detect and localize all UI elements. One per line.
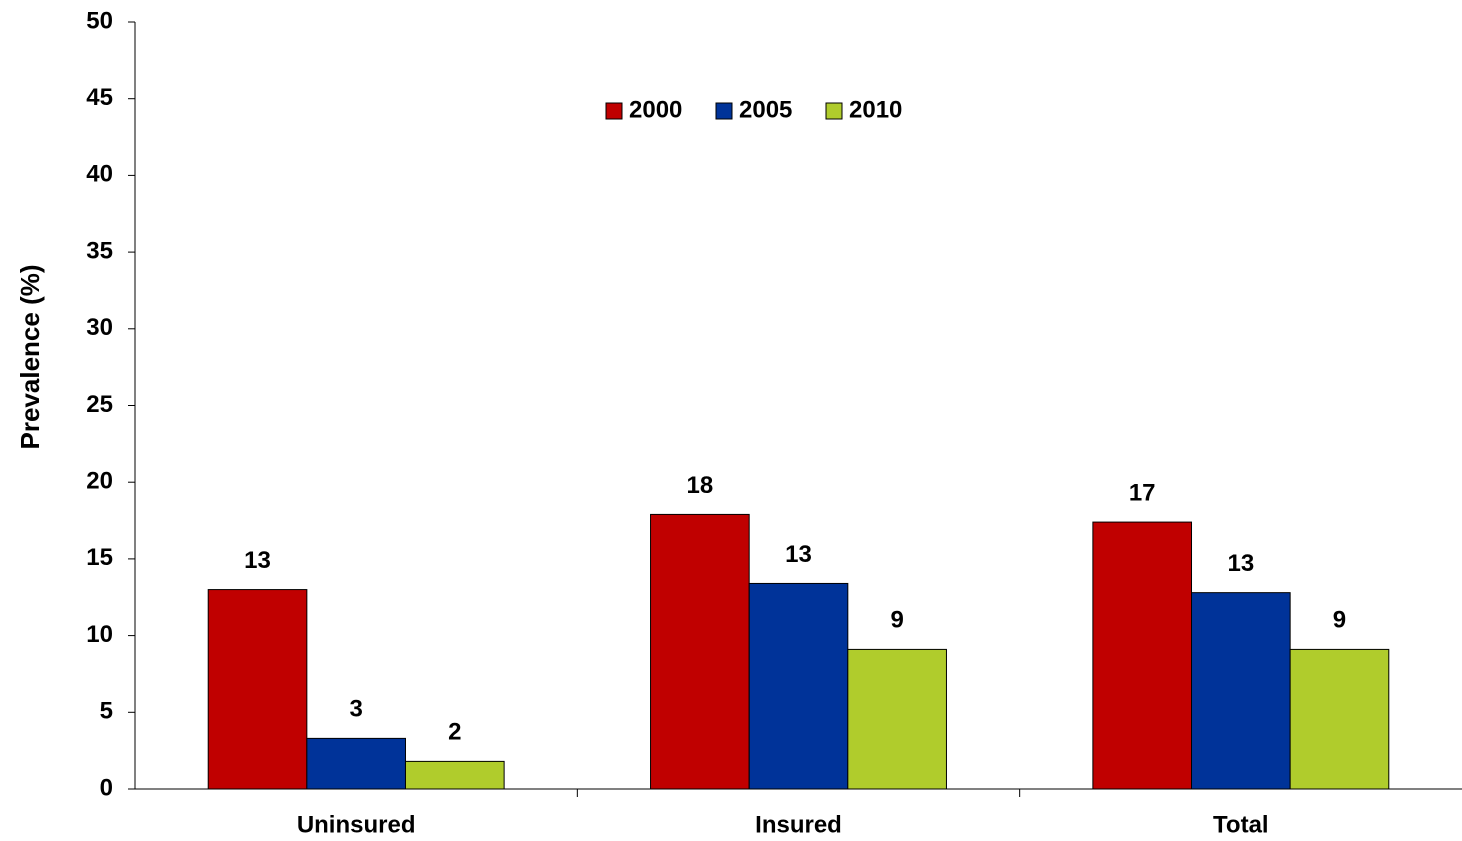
value-label: 13 xyxy=(1227,550,1254,577)
x-tick-label: Total xyxy=(1213,811,1269,838)
value-label: 13 xyxy=(785,541,812,568)
bar xyxy=(1191,592,1291,790)
value-label: 13 xyxy=(244,547,271,574)
value-label: 3 xyxy=(349,696,362,723)
bar xyxy=(847,648,947,790)
y-tick-label: 30 xyxy=(86,314,113,341)
value-label: 9 xyxy=(1333,607,1346,634)
legend-label: 2005 xyxy=(739,96,792,123)
value-label: 2 xyxy=(448,719,461,746)
bar xyxy=(1289,648,1390,790)
legend-swatch xyxy=(605,102,623,120)
x-tick-label: Insured xyxy=(755,811,842,838)
y-tick-label: 20 xyxy=(86,468,113,495)
y-tick-label: 45 xyxy=(86,84,113,111)
y-tick-label: 25 xyxy=(86,391,113,418)
y-tick-label: 5 xyxy=(100,698,113,725)
bar xyxy=(306,737,406,790)
legend-label: 2010 xyxy=(849,96,902,123)
y-tick-label: 40 xyxy=(86,161,113,188)
value-label: 17 xyxy=(1129,479,1156,506)
y-tick-label: 35 xyxy=(86,237,113,264)
bar xyxy=(650,513,750,790)
legend-swatch xyxy=(715,102,733,120)
bar xyxy=(748,582,849,790)
y-tick-label: 0 xyxy=(100,774,113,801)
legend-label: 2000 xyxy=(629,96,682,123)
y-tick-label: 50 xyxy=(86,7,113,34)
bar xyxy=(1092,521,1193,790)
x-tick-label: Uninsured xyxy=(297,811,416,838)
y-tick-label: 15 xyxy=(86,544,113,571)
legend-swatch xyxy=(825,102,843,120)
bar xyxy=(404,760,505,790)
value-label: 9 xyxy=(890,607,903,634)
bar xyxy=(207,589,308,790)
y-tick-label: 10 xyxy=(86,621,113,648)
value-label: 18 xyxy=(687,472,714,499)
y-axis-label: Prevalence (%) xyxy=(15,265,45,450)
